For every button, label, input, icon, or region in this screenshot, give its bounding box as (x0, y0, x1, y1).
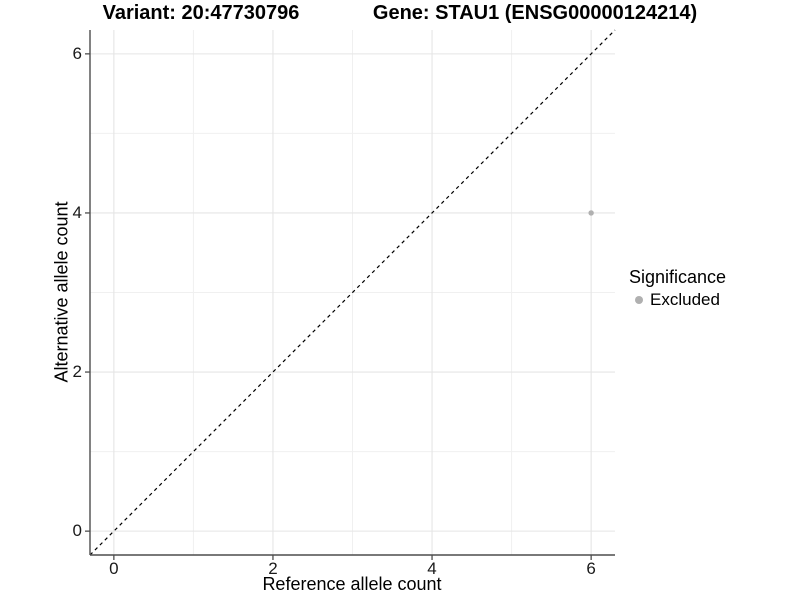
y-tick-label-0: 0 (72, 521, 82, 541)
legend-title: Significance (629, 267, 727, 287)
plot-title-variant: Variant: 20:47730796 (102, 2, 300, 24)
x-axis-title: Reference allele count (262, 574, 442, 594)
legend-entry-label: Excluded (650, 290, 720, 309)
y-tick-label-6: 6 (72, 43, 82, 63)
y-tick-label-4: 4 (72, 202, 82, 222)
x-tick-label-0: 0 (109, 559, 119, 578)
legend-point-swatch (635, 296, 643, 304)
identity-line (89, 29, 616, 556)
legend-entry-excluded: Excluded (629, 289, 726, 311)
y-tick-label-2: 2 (72, 362, 82, 382)
x-tick-label-6: 6 (586, 559, 596, 578)
x-tick-label-4: 4 (427, 559, 437, 578)
y-axis-title: Alternative allele count (51, 201, 72, 383)
legend: Significance Excluded (629, 265, 726, 311)
plot-title-gene: Gene: STAU1 (ENSG00000124214) (372, 2, 698, 24)
x-tick-label-2: 2 (268, 559, 278, 578)
data-point-excluded (588, 210, 594, 216)
